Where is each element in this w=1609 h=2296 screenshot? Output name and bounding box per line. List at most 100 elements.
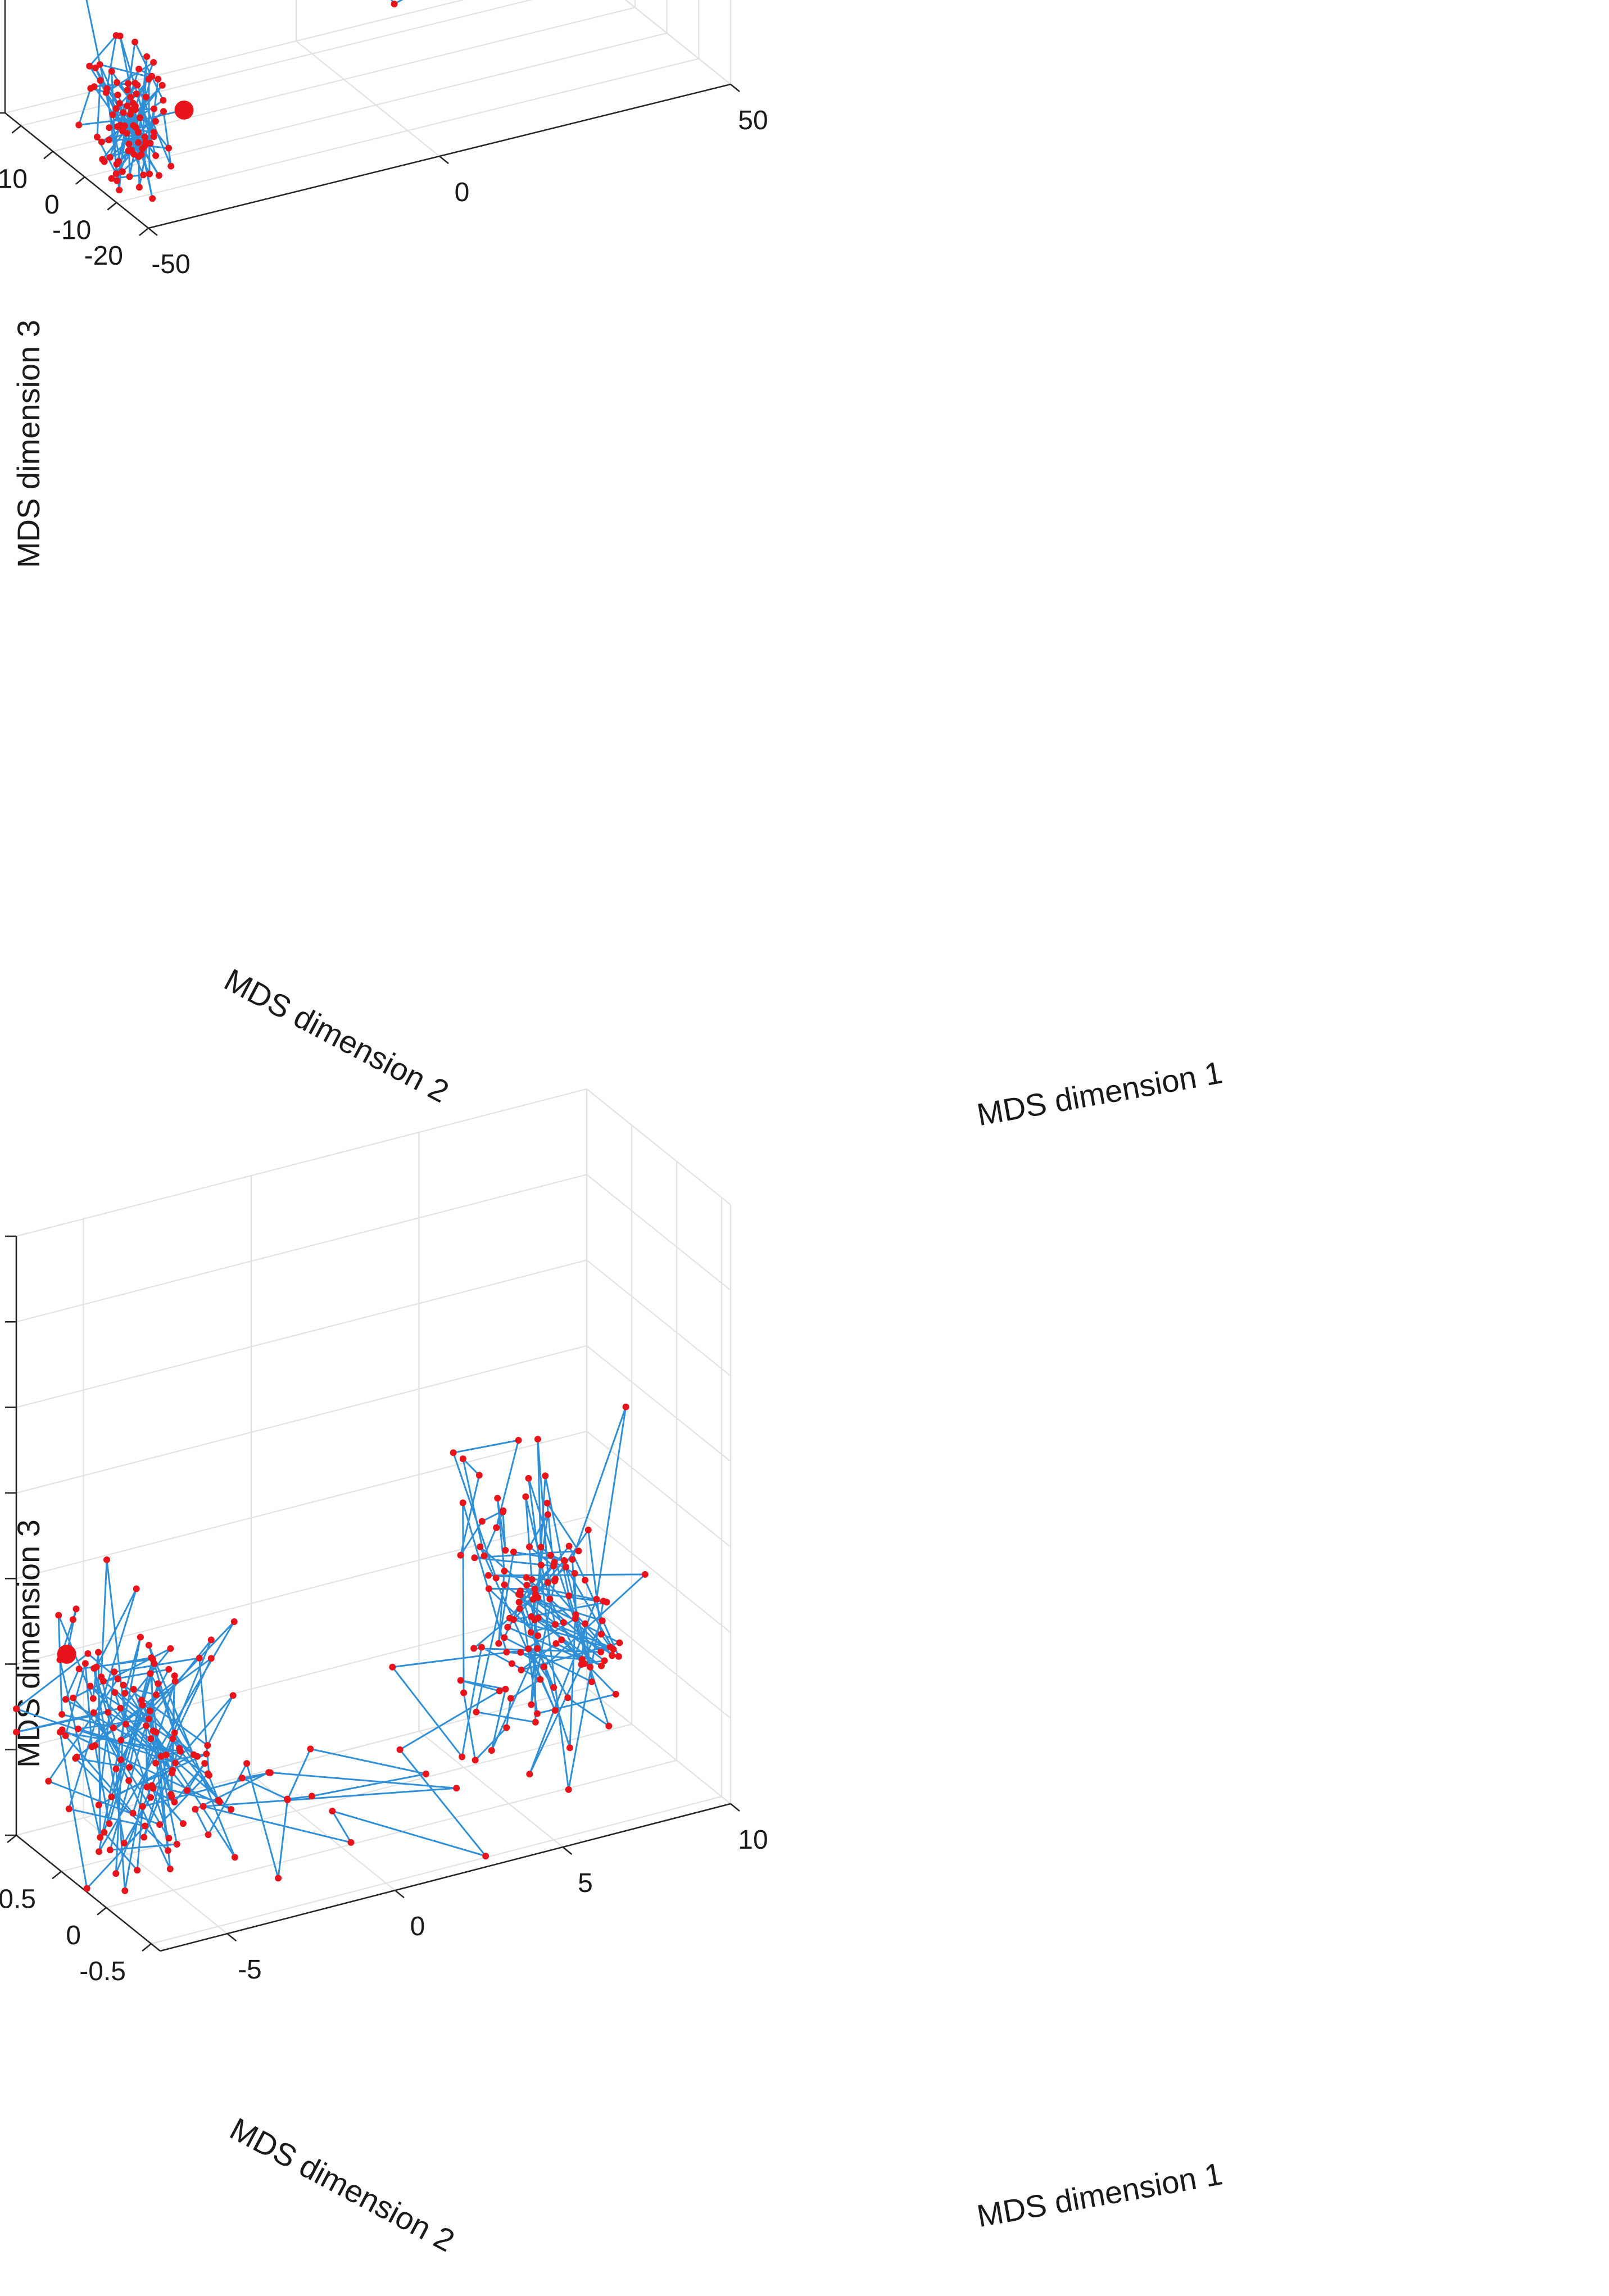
data-point [112,1765,120,1772]
y-tick-label: -0.5 [79,1957,126,1986]
data-point [616,1639,623,1646]
data-point [534,1632,542,1639]
data-point [112,1870,120,1877]
data-point [70,1694,77,1701]
data-point [561,1557,568,1564]
data-point [111,1689,119,1696]
data-point [597,1648,605,1655]
data-point [148,72,156,80]
data-point [134,1867,141,1874]
data-point [103,1556,110,1563]
data-point [517,1649,524,1656]
data-point [113,161,120,168]
data-point [114,79,120,86]
data-point [105,137,112,144]
data-point [169,1735,176,1743]
data-point [196,1654,203,1662]
data-point [598,1662,605,1669]
data-point [120,1681,127,1689]
data-point [612,1691,619,1698]
data-point [97,77,104,84]
y-tick-mark [52,1871,62,1880]
data-point [122,1721,129,1728]
data-point [100,1677,107,1685]
x-tick-mark [439,155,449,165]
x-tick-label: -5 [238,1955,262,1985]
data-point [238,1775,246,1782]
data-point [81,1660,89,1667]
data-point [165,1666,173,1673]
data-point [510,1548,517,1555]
data-point [485,1572,492,1579]
data-point [457,1677,464,1684]
data-point [142,93,149,101]
data-point [84,1650,92,1657]
gridline [116,58,699,203]
data-point [482,1853,490,1860]
data-point [605,1722,613,1730]
data-point [471,1554,478,1562]
data-point [132,124,139,131]
data-point [508,1660,515,1667]
data-point [493,1524,500,1531]
data-point [423,1770,429,1777]
data-point [534,1614,542,1622]
data-point [152,117,159,125]
data-point [125,1777,133,1784]
data-point [114,1675,121,1682]
data-point [153,1691,160,1699]
data-point [453,1785,460,1792]
data-point [564,1694,572,1701]
x-axis-line [160,1803,731,1952]
data-point [167,1645,174,1652]
data-point [171,1677,179,1685]
data-point [528,1576,536,1583]
data-point [83,1885,90,1892]
data-point [139,145,146,152]
x-tick-mark [562,1846,573,1855]
data-point [500,1507,507,1514]
data-point [284,1796,291,1803]
data-point [150,129,157,136]
data-point [525,1645,532,1653]
data-point [558,1636,565,1644]
gridline [16,1516,731,1665]
data-point [228,1806,235,1813]
data-point [204,1742,211,1749]
data-point [543,1499,551,1507]
data-point [134,81,141,89]
data-point [503,1649,510,1656]
data-point [205,1770,212,1777]
data-point [86,62,93,70]
y-tick-label: 0.5 [0,1884,36,1914]
gridline [16,1430,731,1580]
x-tick-mark [148,227,158,237]
data-point [481,1552,488,1559]
data-point [534,1436,541,1443]
data-point [143,1722,150,1730]
data-point [523,1574,530,1581]
gridline [61,1723,632,1872]
y-tick-label: 10 [0,164,28,194]
data-point [125,140,133,148]
y-tick-mark [43,151,53,160]
data-point [101,1828,108,1836]
data-point [172,1759,179,1767]
data-point [243,1760,251,1767]
data-point [95,1649,102,1656]
data-point [531,1585,538,1592]
x-tick-mark [395,1890,405,1899]
gridline [16,1345,731,1494]
data-point [569,1556,576,1563]
data-point [96,1848,103,1855]
data-point [168,1793,175,1800]
data-point [622,1403,629,1410]
data-point [503,1724,510,1731]
data-point [169,1769,176,1777]
gridline [624,0,731,85]
data-point [516,1591,524,1599]
data-point [544,1579,551,1586]
data-point [106,1846,114,1854]
data-point [501,1634,508,1641]
data-point [547,1551,554,1559]
